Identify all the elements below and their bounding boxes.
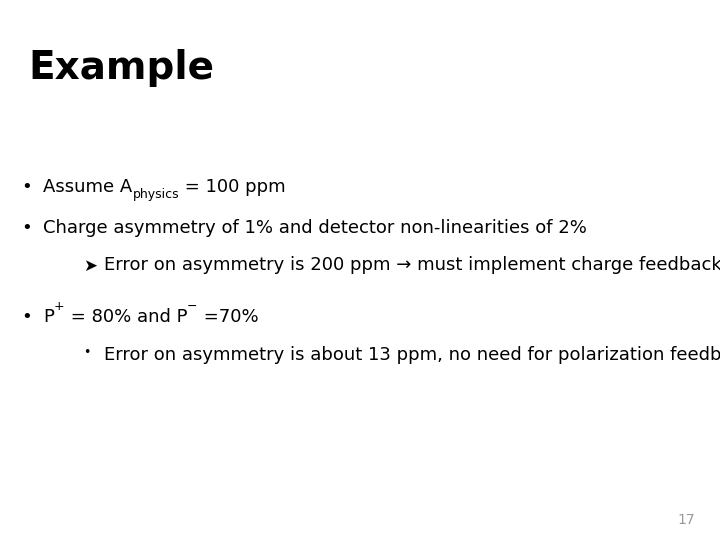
Text: =70%: =70% (198, 308, 258, 326)
Text: •: • (22, 219, 32, 237)
Text: •: • (22, 308, 32, 326)
Text: −: − (187, 300, 198, 313)
Text: Charge asymmetry of 1% and detector non-linearities of 2%: Charge asymmetry of 1% and detector non-… (43, 219, 587, 237)
Text: 17: 17 (678, 512, 695, 526)
Text: +: + (54, 300, 65, 313)
Text: = 80% and P: = 80% and P (65, 308, 187, 326)
Text: ➤: ➤ (83, 256, 96, 274)
Text: physics: physics (132, 188, 179, 201)
Text: •: • (83, 346, 90, 359)
Text: Assume A: Assume A (43, 178, 132, 196)
Text: Error on asymmetry is 200 ppm → must implement charge feedback: Error on asymmetry is 200 ppm → must imp… (104, 256, 720, 274)
Text: P: P (43, 308, 54, 326)
Text: Error on asymmetry is about 13 ppm, no need for polarization feedback.: Error on asymmetry is about 13 ppm, no n… (104, 346, 720, 363)
Text: Example: Example (29, 49, 215, 86)
Text: = 100 ppm: = 100 ppm (179, 178, 286, 196)
Text: •: • (22, 178, 32, 196)
